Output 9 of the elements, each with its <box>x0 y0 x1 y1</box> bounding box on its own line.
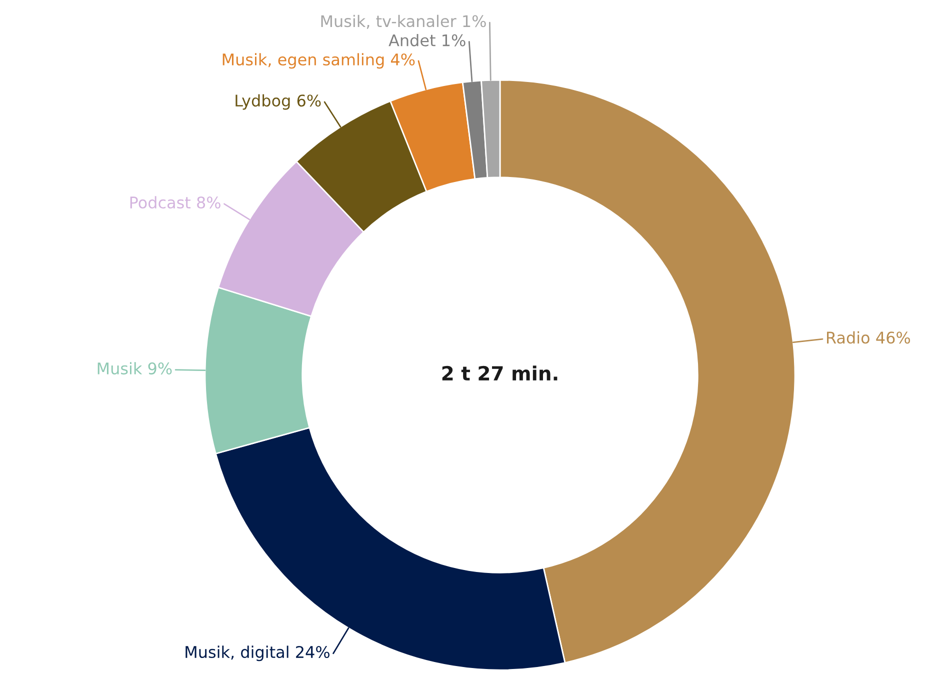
slice-label: Lydbog 6% <box>236 94 321 110</box>
slice-label: Radio 46% <box>827 331 910 344</box>
slice-label: Musik, egen samling 4% <box>222 53 415 69</box>
slice-label: Musik 9% <box>98 362 172 374</box>
slice-label: Podcast 8% <box>130 196 220 209</box>
text: 2 t 27 min. <box>442 366 558 380</box>
slice-label: Musik, tv-kanaler 1% <box>321 14 486 29</box>
slice-label: Musik, digital 24% <box>186 646 330 662</box>
slice-label: Andet 1% <box>388 34 466 46</box>
